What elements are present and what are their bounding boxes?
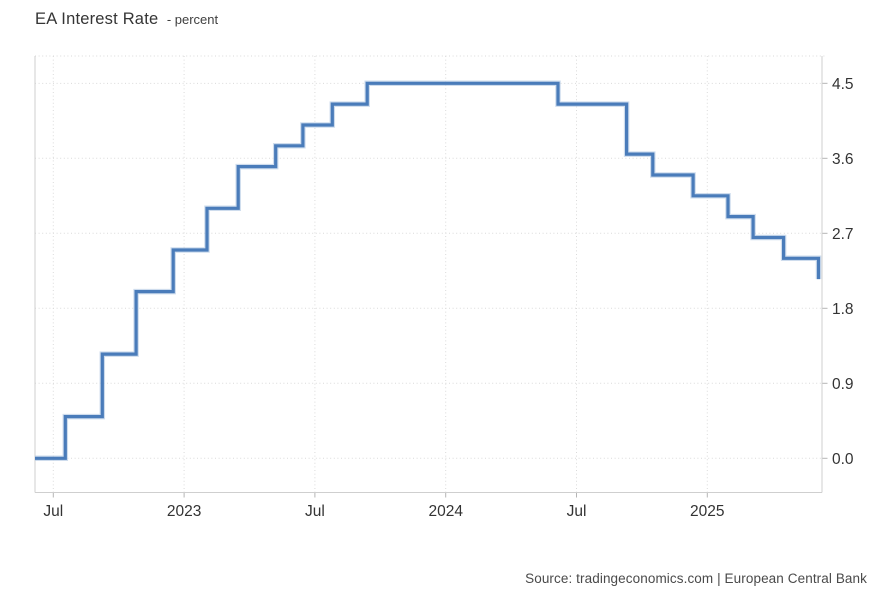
y-tick-label: 0.0 — [832, 451, 854, 468]
y-tick-label: 4.5 — [832, 76, 854, 93]
rate-line[interactable] — [35, 81, 821, 460]
x-tick-label: Jul — [567, 503, 587, 520]
chart-title: EA Interest Rate — [35, 10, 159, 28]
x-tick-label: 2024 — [428, 503, 463, 520]
chart-header: EA Interest Rate - percent — [35, 10, 218, 29]
rate-line-halo — [35, 80, 822, 462]
x-tick-label: Jul — [43, 503, 63, 520]
x-tick-label: Jul — [305, 503, 325, 520]
y-tick-label: 0.9 — [832, 376, 854, 393]
y-tick-label: 3.6 — [832, 151, 854, 168]
source-attribution: Source: tradingeconomics.com | European … — [525, 571, 867, 586]
x-tick-label: 2025 — [690, 503, 724, 520]
x-tick-label: 2023 — [167, 503, 201, 520]
chart-unit-label: - percent — [166, 12, 219, 27]
y-tick-label: 1.8 — [832, 301, 854, 318]
y-tick-label: 2.7 — [832, 226, 854, 243]
